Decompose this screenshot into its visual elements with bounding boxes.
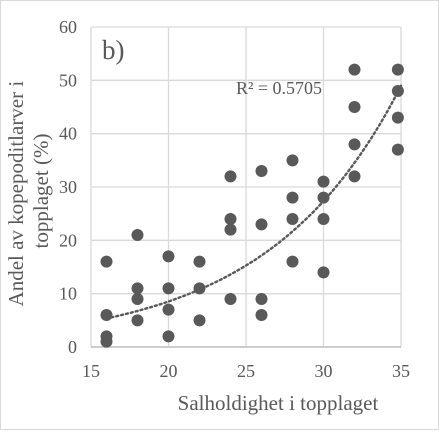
data-point (286, 255, 299, 268)
gridlines (90, 26, 402, 348)
x-tick-label: 30 (315, 361, 333, 381)
data-point (131, 282, 144, 295)
data-point (162, 330, 175, 343)
data-point (100, 255, 113, 268)
data-point (255, 165, 268, 177)
data-point (317, 191, 330, 204)
y-tick-label: 30 (59, 177, 77, 197)
data-point (255, 218, 268, 231)
data-point (224, 170, 237, 183)
y-tick-label: 40 (59, 124, 77, 144)
y-tick-label: 0 (68, 337, 77, 357)
data-point (348, 170, 361, 183)
data-point (317, 266, 330, 279)
data-point (100, 330, 113, 343)
x-tick-label: 20 (160, 361, 178, 381)
data-point (131, 229, 144, 241)
data-point (317, 213, 330, 225)
x-tick-label: 15 (82, 361, 100, 381)
data-point (348, 63, 361, 76)
data-point (162, 250, 175, 263)
data-point (348, 138, 361, 151)
y-axis-title: Andel av kopepoditlarver i topplaget (%) (4, 76, 53, 307)
tick-labels: 0 10 20 30 40 50 60 15 20 25 30 35 (59, 17, 410, 381)
trendline (105, 84, 403, 320)
y-axis-title-line-2: topplaget (%) (29, 134, 53, 249)
data-point (286, 191, 299, 204)
x-axis-title: Salholdighet i topplaget (178, 391, 379, 415)
data-point (193, 314, 206, 327)
data-point (391, 143, 404, 156)
data-point (286, 213, 299, 225)
data-point (100, 309, 113, 321)
x-tick-label: 35 (392, 361, 410, 381)
data-point (224, 293, 237, 305)
data-point (348, 101, 361, 113)
data-point (391, 85, 404, 97)
r-squared-label: R² = 0.5705 (236, 78, 322, 98)
data-point (162, 282, 175, 295)
trendline-path (105, 84, 403, 320)
data-point (255, 309, 268, 321)
data-point (193, 255, 206, 268)
data-point (193, 282, 206, 295)
y-tick-label: 20 (59, 230, 77, 250)
data-point (224, 213, 237, 225)
data-point (317, 175, 330, 188)
data-point (286, 154, 299, 167)
data-points (100, 63, 404, 348)
data-point (255, 293, 268, 305)
data-point (391, 111, 404, 124)
data-point (131, 293, 144, 305)
data-point (224, 223, 237, 236)
y-tick-label: 50 (59, 70, 77, 90)
y-axis-title-line-1: Andel av kopepoditlarver i (4, 81, 28, 307)
x-tick-label: 25 (237, 361, 255, 381)
y-tick-label: 60 (59, 17, 77, 37)
panel-label: b) (102, 35, 125, 65)
data-point (162, 303, 175, 316)
data-point (391, 63, 404, 76)
y-tick-label: 10 (59, 284, 77, 304)
data-point (131, 314, 144, 327)
